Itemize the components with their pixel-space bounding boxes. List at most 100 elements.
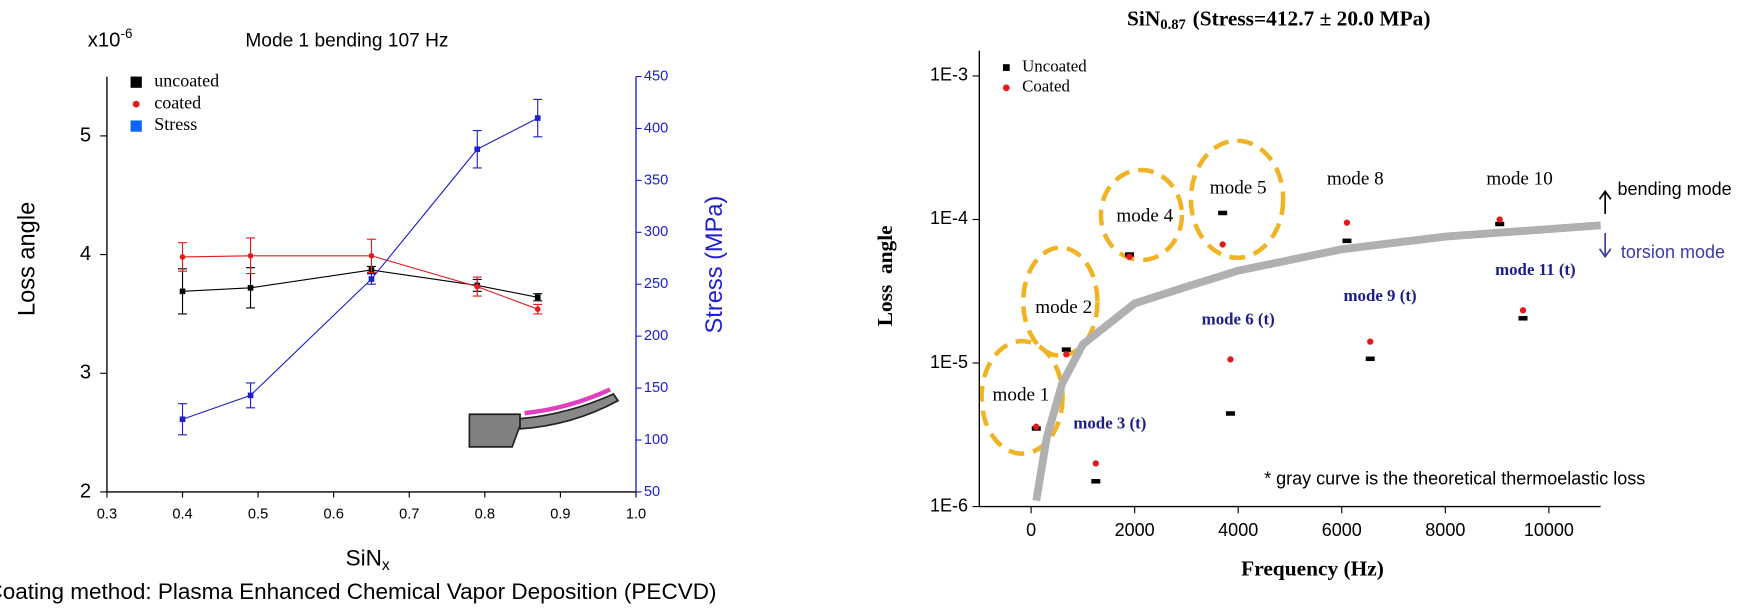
data-point [1091,479,1101,484]
data-point [1343,219,1351,226]
x-tick-label: 0.4 [172,506,192,522]
data-point [1365,356,1375,362]
legend-label: uncoated [154,70,219,90]
torsion-label: torsion mode [1621,242,1725,262]
data-point [1225,411,1235,416]
y2-tick-label: 300 [644,224,668,240]
title-sub: 0.87 [1160,17,1186,33]
annotation: mode 1 [993,385,1050,406]
y-tick-label: 1E-3 [930,65,968,85]
data-point [1063,351,1070,358]
x-tick-label: 2000 [1115,520,1155,540]
x-tick-label: 10000 [1524,520,1574,540]
data-point [534,294,541,301]
x-tick-label: 0.9 [550,506,570,522]
annotation: mode 2 [1035,297,1092,318]
series-line [182,117,538,420]
multiplier-base: x10 [88,30,121,52]
data-point [368,276,375,282]
legend-label: Stress [154,114,197,134]
series-line [182,269,538,298]
legend-marker [130,120,142,132]
y2-tick-label: 400 [644,120,668,136]
y-axis-label: Loss angle [873,225,897,326]
series-line [182,255,538,310]
y2-tick-label: 450 [644,68,668,84]
y-tick-label: 1E-4 [930,208,968,228]
annotation: mode 5 [1210,178,1267,199]
y-multiplier: x10-6 [88,25,133,52]
legend-label: Coated [1022,77,1070,96]
legend-marker [130,76,142,88]
theory-curve [1032,221,1601,502]
data-point [1495,221,1505,227]
y2-tick-label: 350 [644,172,668,188]
chart-title: Mode 1 bending 107 Hz [245,31,448,52]
data-point [1519,307,1527,314]
data-point [247,252,254,259]
annotation: mode 4 [1116,206,1173,227]
data-point [534,115,541,121]
legend-label: coated [154,92,201,112]
y-axis-label: Loss angle [14,202,40,316]
x-axis-label: SiNx [346,545,390,574]
legend-marker [132,100,140,108]
chart-title: SiN0.87 (Stress=412.7 ± 20.0 MPa) [1127,6,1430,33]
data-point [247,284,254,291]
legend-label: Uncoated [1022,56,1087,75]
y2-tick-label: 100 [644,432,668,448]
x-tick-label: 0.3 [97,506,117,522]
y2-tick-label: 200 [644,328,668,344]
data-point [247,392,254,399]
arrow-head [1598,248,1612,259]
x-axis-label: Frequency (Hz) [1241,557,1384,581]
data-point [179,288,186,295]
data-point [534,306,541,312]
data-point [368,252,375,259]
x-tick-label: 0.8 [475,506,495,522]
data-point [1496,216,1503,223]
data-point [1061,347,1071,352]
x-label-text: SiN [346,545,382,570]
data-point [1126,253,1133,260]
caption: Coating method: Plasma Enhanced Chemical… [0,579,716,604]
x-tick-label: 0.6 [324,506,344,522]
mode-circles [979,138,1286,456]
y2-axis-label: Stress (MPa) [702,196,728,334]
x-tick-label: 0 [1026,520,1036,540]
data-point [1092,460,1099,467]
note: * gray curve is the theoretical thermoel… [1264,468,1645,488]
data-point [474,283,481,290]
annotation: mode 3 (t) [1073,413,1146,432]
annotation: mode 6 (t) [1202,310,1275,329]
data-point [179,254,186,260]
annotation: mode 9 (t) [1343,286,1416,305]
legend-marker [1002,64,1010,71]
data-point [1367,338,1374,345]
data-point [1033,423,1040,430]
y-tick-label: 5 [80,124,91,146]
legend-marker [1002,84,1010,92]
data-point [1518,316,1528,321]
data-point [474,146,481,153]
y-tick-label: 4 [80,243,91,265]
annotation: mode 11 (t) [1495,260,1576,279]
y-tick-label: 3 [80,362,91,384]
x-tick-label: 8000 [1425,520,1465,540]
data-point [1219,241,1226,248]
multiplier-exp: -6 [120,25,132,40]
cantilever-inset [468,387,620,448]
y-tick-label: 2 [80,480,91,502]
x-tick-label: 1.0 [626,506,646,522]
title-rest: (Stress=412.7 ± 20.0 MPa) [1193,6,1431,30]
y-tick-label: 1E-6 [930,495,968,515]
x-tick-label: 4000 [1218,520,1258,540]
annotation: mode 8 [1327,169,1384,190]
y-tick-label: 1E-5 [930,352,968,372]
arrow-head [1598,189,1612,200]
data-point [1227,356,1234,363]
y2-tick-label: 250 [644,276,668,292]
data-point [179,416,186,423]
x-tick-label: 0.5 [248,506,268,522]
